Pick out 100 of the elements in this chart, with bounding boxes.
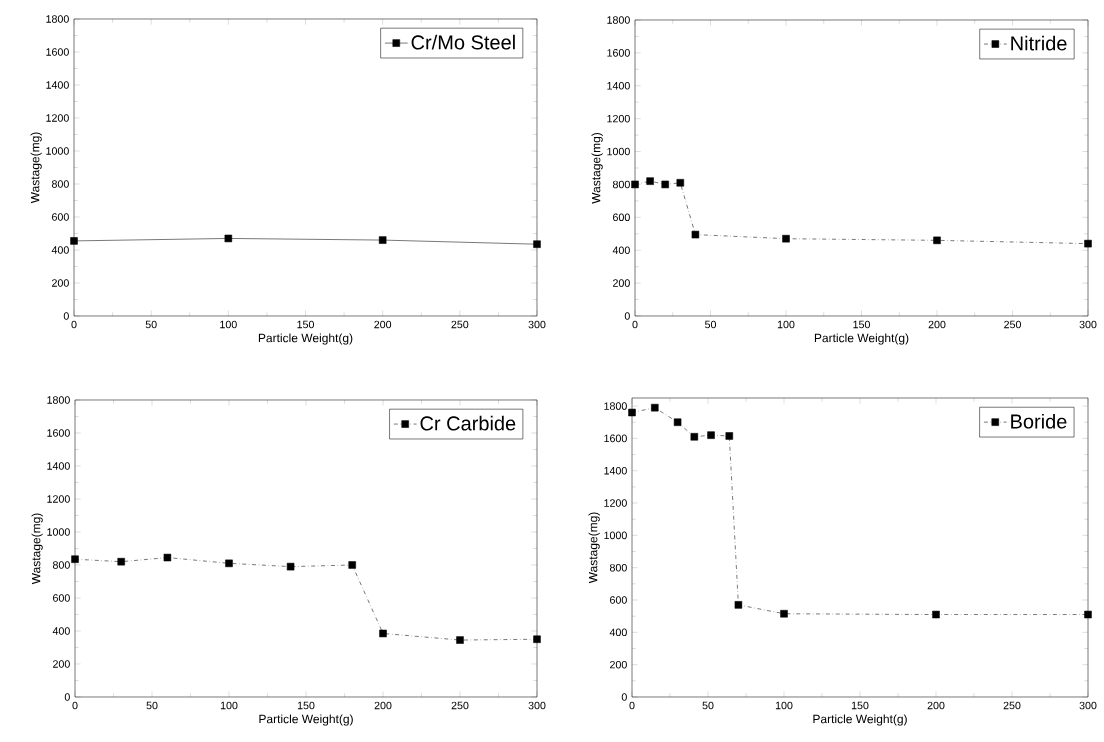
y-tick-label: 400 xyxy=(612,246,630,254)
y-tick-label: 1200 xyxy=(47,495,70,503)
y-tick-label: 1200 xyxy=(607,114,630,123)
y-tick-label: 1800 xyxy=(607,16,630,24)
x-tick-label: 300 xyxy=(528,320,546,329)
y-tick-label: 200 xyxy=(610,660,627,669)
x-tick-label: 50 xyxy=(704,320,717,329)
point xyxy=(780,610,788,618)
y-tick-label: 1000 xyxy=(47,528,70,536)
point xyxy=(631,180,639,189)
point xyxy=(1084,239,1092,248)
y-tick-label: 1200 xyxy=(46,114,69,122)
point xyxy=(348,561,356,569)
x-tick-label: 300 xyxy=(1079,701,1097,710)
y-axis-title: Wastage(mg) xyxy=(591,132,603,204)
point xyxy=(691,230,700,239)
x-axis-title: Particle Weight(g) xyxy=(259,714,353,726)
y-tick-label: 1400 xyxy=(604,466,627,475)
x-tick-label: 250 xyxy=(451,320,469,329)
y-tick-label: 1400 xyxy=(46,81,69,89)
x-tick-label: 300 xyxy=(1079,320,1097,329)
y-tick-label: 1800 xyxy=(604,402,627,410)
point xyxy=(1084,610,1092,619)
y-tick-label: 1000 xyxy=(46,147,69,155)
point xyxy=(651,403,659,412)
y-tick-label: 600 xyxy=(52,213,69,221)
x-tick-label: 200 xyxy=(927,701,945,710)
legend-label: Cr/Mo Steel xyxy=(411,34,515,50)
point xyxy=(379,629,387,638)
x-axis-title: Particle Weight(g) xyxy=(813,714,907,726)
y-tick-label: 400 xyxy=(51,246,69,254)
x-tick-label: 100 xyxy=(777,320,795,329)
y-tick-label: 600 xyxy=(613,213,630,222)
y-tick-label: 200 xyxy=(53,660,70,668)
point xyxy=(725,432,734,440)
y-tick-label: 1800 xyxy=(47,396,70,404)
y-tick-label: 200 xyxy=(613,279,630,287)
y-tick-label: 200 xyxy=(52,279,69,287)
point xyxy=(71,555,79,563)
x-tick-label: 250 xyxy=(1004,320,1021,329)
y-tick-label: 1600 xyxy=(604,434,627,443)
y-axis-title: Wastage(mg) xyxy=(30,132,42,204)
point xyxy=(673,418,682,426)
y-tick-label: 1600 xyxy=(607,49,630,57)
y-axis-title: Wastage(mg) xyxy=(31,513,43,585)
y-tick-label: 1000 xyxy=(607,147,630,156)
x-tick-label: 0 xyxy=(72,701,78,710)
point xyxy=(782,234,790,243)
x-axis-title: Particle Weight(g) xyxy=(258,333,353,345)
y-tick-label: 0 xyxy=(621,693,627,701)
y-tick-label: 800 xyxy=(51,180,69,188)
point xyxy=(628,408,636,417)
x-tick-label: 100 xyxy=(220,701,238,710)
y-tick-label: 0 xyxy=(63,312,69,320)
point xyxy=(933,236,941,245)
x-tick-label: 100 xyxy=(220,320,237,329)
x-tick-label: 150 xyxy=(853,320,870,329)
x-tick-label: 50 xyxy=(145,320,157,329)
y-tick-label: 600 xyxy=(53,594,70,602)
y-tick-label: 0 xyxy=(64,693,70,701)
y-tick-label: 1400 xyxy=(607,81,630,90)
y-tick-label: 1600 xyxy=(47,429,70,437)
y-tick-label: 800 xyxy=(612,180,630,189)
point xyxy=(286,562,295,571)
x-axis-title: Particle Weight(g) xyxy=(814,333,909,345)
x-tick-label: 200 xyxy=(928,320,946,329)
x-tick-label: 200 xyxy=(374,701,392,710)
legend-label: Boride xyxy=(1011,413,1067,429)
point xyxy=(734,601,743,609)
x-tick-label: 250 xyxy=(1003,701,1021,710)
y-tick-label: 1000 xyxy=(604,531,627,540)
point xyxy=(932,610,940,619)
point xyxy=(163,553,172,562)
point xyxy=(690,433,699,441)
y-tick-label: 800 xyxy=(609,563,627,572)
point xyxy=(661,180,669,189)
x-tick-label: 250 xyxy=(451,701,469,710)
x-tick-label: 200 xyxy=(374,320,392,329)
point xyxy=(117,557,125,566)
point xyxy=(707,431,715,439)
y-tick-label: 1800 xyxy=(46,15,69,23)
y-tick-label: 0 xyxy=(624,312,630,320)
x-tick-label: 150 xyxy=(297,701,315,710)
y-tick-label: 400 xyxy=(52,627,70,635)
y-tick-label: 600 xyxy=(610,596,627,604)
y-tick-label: 1400 xyxy=(47,462,70,470)
legend-label: Nitride xyxy=(1011,35,1067,51)
point xyxy=(646,177,654,185)
y-tick-label: 1200 xyxy=(604,499,627,507)
point xyxy=(456,636,464,644)
x-tick-label: 0 xyxy=(632,320,638,329)
y-tick-label: 400 xyxy=(609,628,627,637)
y-axis-title: Wastage(mg) xyxy=(588,512,600,584)
point xyxy=(676,179,685,187)
x-tick-label: 150 xyxy=(297,320,314,329)
x-tick-label: 50 xyxy=(146,701,158,710)
point xyxy=(533,635,541,643)
point xyxy=(225,559,233,568)
x-tick-label: 150 xyxy=(851,701,869,710)
y-tick-label: 1600 xyxy=(46,48,69,56)
